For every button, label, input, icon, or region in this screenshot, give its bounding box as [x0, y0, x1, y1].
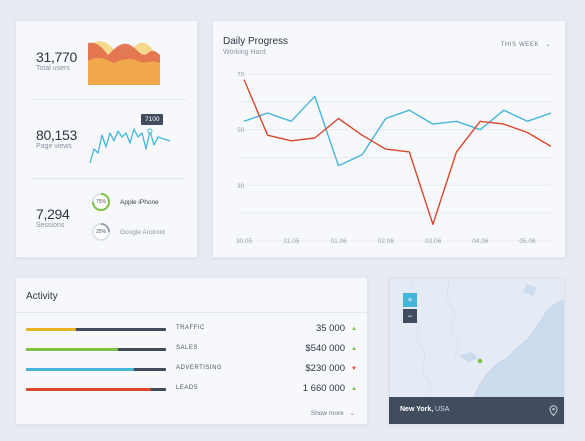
activity-label: TRAFFIC [176, 325, 205, 331]
location-country: USA [435, 406, 450, 413]
android-donut [92, 223, 110, 241]
series-line-0 [243, 95, 552, 167]
stats-card: 31,770 Total users 80,153 Page views 710… [15, 20, 198, 258]
x-tick-label: 03.06 [425, 238, 442, 245]
activity-value: 1 660 000 [302, 383, 345, 394]
stats-divider [31, 99, 186, 100]
total-users-value: 31,770 [36, 49, 78, 65]
activity-bar-fill [26, 388, 151, 391]
period-label: THIS WEEK [500, 42, 540, 48]
activity-title: Activity [26, 291, 58, 302]
activity-divider [16, 312, 369, 313]
x-tick-label: 04.06 [472, 238, 489, 245]
activity-bar [26, 328, 166, 331]
activity-bar [26, 388, 166, 391]
activity-row-leads: LEADS 1 660 000 ▲ [26, 382, 361, 396]
map-lake [523, 284, 537, 296]
page-views-marker[interactable] [147, 128, 153, 134]
x-tick-label: 30.05 [236, 238, 253, 245]
trend-up-icon: ▲ [351, 386, 357, 392]
page-views-line [89, 128, 171, 164]
activity-row-sales: SALES $540 000 ▲ [26, 342, 361, 356]
map-border [446, 278, 460, 361]
iphone-donut [92, 193, 110, 211]
location-marker[interactable] [477, 358, 483, 364]
map-location-bar: New York, USA [389, 397, 564, 424]
location-city: New York, [400, 406, 434, 413]
activity-bar [26, 368, 166, 371]
activity-label: SALES [176, 345, 198, 351]
activity-card: Activity TRAFFIC 35 000 ▲ SALES $540 000… [15, 277, 369, 425]
page-views-value: 80,153 [36, 127, 78, 143]
activity-bar-fill [26, 368, 134, 371]
period-dropdown[interactable]: THIS WEEK ⌄ [501, 41, 551, 48]
map-lake [459, 352, 479, 362]
y-tick-label: 30 [237, 183, 245, 190]
zoom-in-button[interactable]: + [403, 293, 417, 307]
activity-label: LEADS [176, 385, 199, 391]
daily-progress-chart: 30 50 70 30.05 31.05 01.06 02.06 03.06 04.06 05.0… [236, 72, 552, 245]
x-tick-label: 01.06 [330, 238, 347, 245]
trend-up-icon: ▲ [351, 326, 357, 332]
page-views-label: Page views [36, 143, 72, 150]
activity-bar-fill [26, 328, 77, 331]
users-area-front [88, 57, 160, 85]
daily-progress-card: Daily Progress Working Hard THIS WEEK ⌄ … [212, 20, 566, 258]
x-tick-label: 31.05 [283, 238, 300, 245]
total-users-label: Total users [36, 65, 70, 72]
map-land [389, 278, 564, 399]
show-more-label: Show more [310, 410, 344, 417]
activity-label: ADVERTISING [176, 365, 223, 371]
map-canvas[interactable] [389, 278, 565, 399]
map-pin-icon[interactable] [549, 405, 558, 416]
progress-subtitle: Working Hard [223, 49, 266, 56]
x-tick-label: 02.06 [378, 238, 395, 245]
map-card: + − New York, USA [388, 277, 565, 425]
series-line-1 [243, 79, 552, 226]
android-percent: 25% [95, 229, 106, 235]
activity-value: 35 000 [315, 323, 345, 334]
activity-value: $540 000 [305, 343, 345, 354]
stats-divider [31, 178, 186, 179]
android-label: Google Android [120, 229, 165, 236]
trend-down-icon: ▼ [351, 366, 357, 372]
trend-up-icon: ▲ [351, 346, 357, 352]
users-area-chart [88, 41, 160, 85]
tooltip-value: 7100 [145, 116, 160, 123]
activity-value: $230 000 [305, 363, 345, 374]
x-tick-label: 05.06 [519, 238, 536, 245]
show-more-link[interactable]: Show more ⌄ [311, 409, 355, 417]
chevron-down-icon: ⌄ [349, 410, 355, 417]
activity-row-traffic: TRAFFIC 35 000 ▲ [26, 322, 361, 336]
y-tick-label: 70 [237, 72, 245, 79]
activity-bar [26, 348, 166, 351]
page-views-tooltip: 7100 [141, 114, 164, 125]
sessions-value: 7,294 [36, 206, 70, 222]
activity-row-advertising: ADVERTISING $230 000 ▼ [26, 362, 361, 376]
iphone-label: Apple iPhone [120, 199, 159, 206]
activity-bar-fill [26, 348, 119, 351]
progress-title: Daily Progress [223, 36, 289, 47]
page-views-sparkline [89, 128, 171, 164]
chevron-down-icon: ⌄ [545, 42, 551, 48]
zoom-out-button[interactable]: − [403, 309, 417, 323]
y-tick-label: 50 [237, 127, 245, 134]
iphone-percent: 75% [95, 199, 106, 205]
sessions-label: Sessions [36, 222, 65, 229]
